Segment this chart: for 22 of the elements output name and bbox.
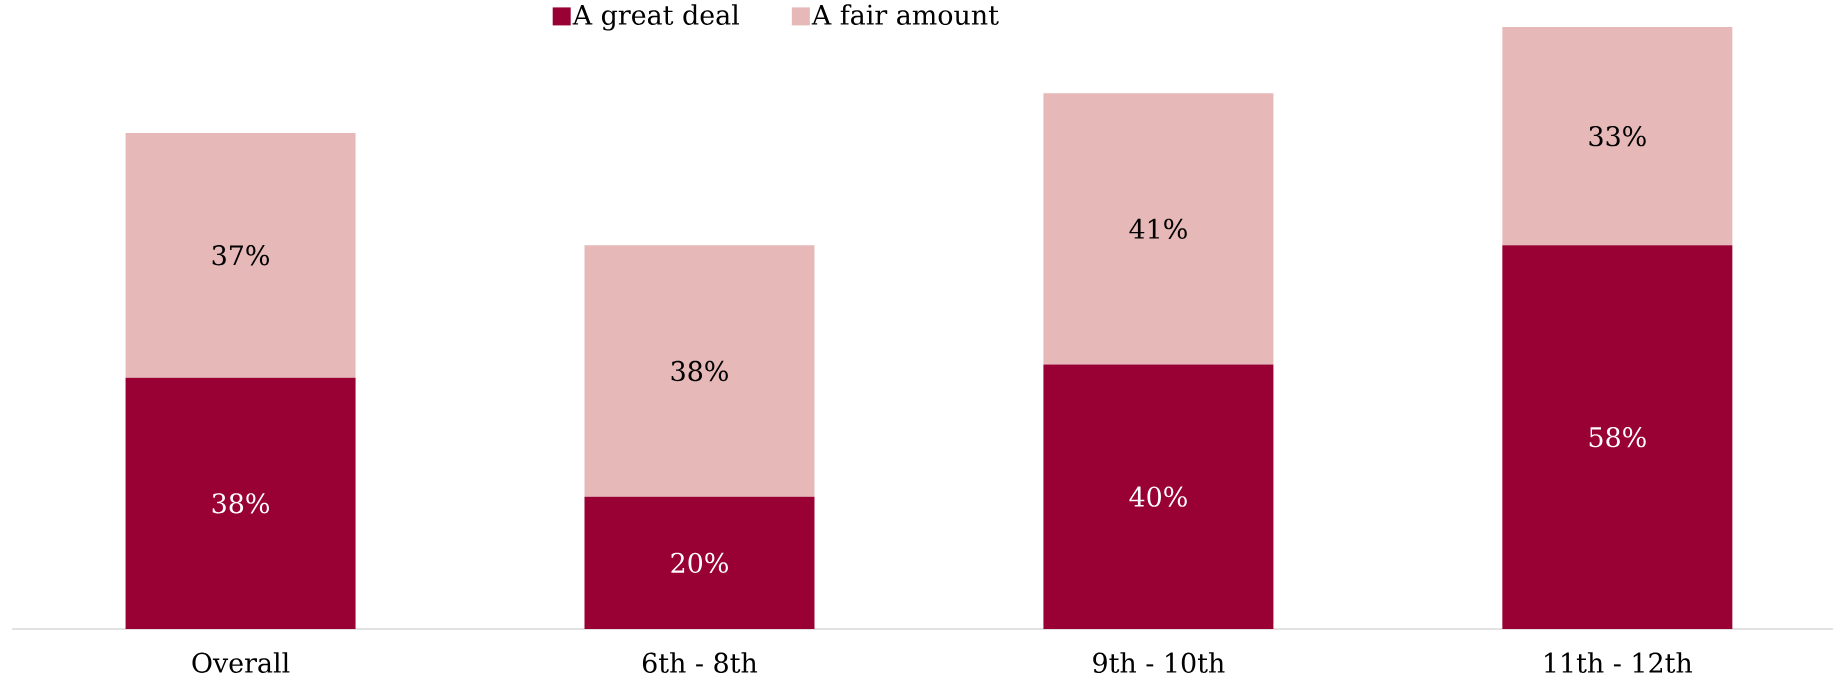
data-label: 41%	[1129, 218, 1187, 239]
x-tick-label: 6th - 8th	[642, 652, 758, 673]
bar	[125, 132, 356, 378]
data-label: 38%	[212, 493, 269, 514]
x-tick-label: 11th - 12th	[1545, 652, 1693, 673]
bar	[125, 377, 356, 629]
bar	[584, 245, 815, 497]
bar	[1502, 245, 1733, 629]
legend-label: A great deal	[572, 4, 739, 31]
data-label: 38%	[671, 360, 728, 382]
bar	[1502, 27, 1733, 246]
legend-label: A fair amount	[811, 4, 999, 25]
data-label: 33%	[1589, 126, 1646, 147]
data-label: 20%	[671, 552, 728, 574]
bar	[1043, 364, 1274, 629]
x-tick-label: Overall	[192, 652, 290, 673]
x-tick-label: 9th - 10th	[1093, 652, 1225, 673]
bar	[584, 496, 815, 629]
data-label: 37%	[212, 245, 269, 266]
data-label: 58%	[1589, 426, 1646, 448]
bar	[1043, 93, 1274, 365]
data-label: 40%	[1129, 486, 1187, 507]
